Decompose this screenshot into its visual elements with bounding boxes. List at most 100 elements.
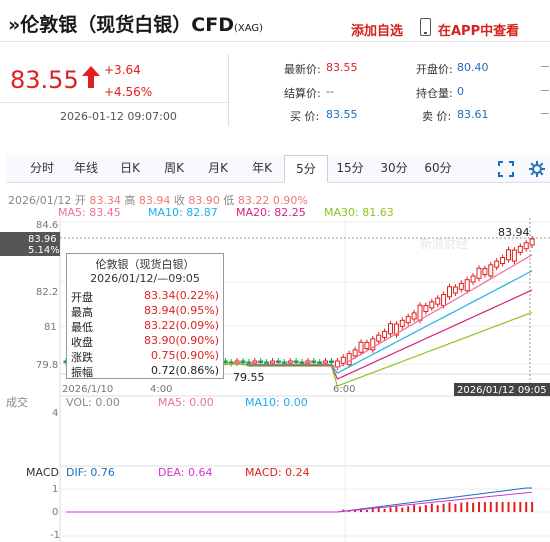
tooltip-row-open: 开盘 83.34(0.22%)	[69, 289, 223, 304]
candle-body	[281, 361, 287, 364]
kline-chart[interactable]: 84.6 82.2 81 79.8 83.96 5.14% 新浪财经 83.94…	[0, 218, 550, 542]
tab-intraday[interactable]: 分时	[29, 161, 54, 175]
ohlc-high: 83.94	[138, 194, 171, 207]
settings-icon[interactable]	[528, 160, 546, 178]
tab-60min[interactable]: 60分	[424, 161, 452, 175]
tab-5min[interactable]: 5分	[284, 155, 328, 183]
candle-body	[435, 297, 441, 305]
candle-body	[323, 360, 329, 364]
candle-body	[511, 249, 517, 262]
candle-body	[399, 319, 405, 327]
tooltip-time: 2026/01/12/—09:05	[90, 272, 200, 285]
divider	[541, 90, 549, 91]
quote-time: 2026-01-12 09:07:00	[60, 110, 177, 123]
tooltip-value: 0.72(0.86%)	[150, 364, 219, 377]
candle-body	[364, 342, 370, 350]
ohlc-close-label: 收	[173, 194, 185, 207]
tab-year-line[interactable]: 年线	[73, 161, 98, 175]
ohlc-date: 2026/01/12	[8, 194, 72, 207]
divider	[541, 66, 549, 67]
candle-body	[470, 275, 476, 283]
add-favorite-button[interactable]: 添加自选	[351, 24, 404, 39]
tab-15min[interactable]: 15分	[336, 161, 364, 175]
open-interest-value: 0	[457, 85, 464, 98]
candle-body	[334, 360, 340, 368]
x-tick-label: 6:00	[333, 384, 355, 395]
crosshair-percent: 5.14%	[28, 245, 60, 256]
candle-body	[393, 323, 399, 336]
candle-body	[234, 360, 240, 364]
crosshair-time: 2026/01/12 09:05	[457, 385, 547, 396]
open-in-app-link[interactable]: 在APP中查看	[438, 24, 520, 39]
candle-body	[246, 361, 252, 364]
tooltip-label: 最低	[71, 321, 93, 334]
tooltip-value: 83.22(0.09%)	[143, 319, 219, 332]
macd-tick: 1	[52, 484, 58, 495]
open-price-label: 开盘价:	[416, 63, 453, 76]
crosshair-time-box	[454, 383, 550, 396]
candle-body	[252, 360, 258, 364]
settle-price-label: 结算价:	[284, 87, 321, 100]
x-tick-label: 2026/1/10	[62, 384, 113, 395]
candle-body	[529, 238, 535, 246]
candle-body	[411, 312, 417, 320]
candle-body	[476, 267, 482, 279]
ohlc-low-label: 低	[223, 194, 235, 207]
tooltip-row-change: 涨跌 0.75(0.90%)	[69, 349, 223, 364]
candle-body	[382, 330, 388, 338]
latest-price-label: 最新价:	[284, 63, 321, 76]
fullscreen-icon[interactable]	[498, 161, 514, 177]
candle-body	[275, 360, 281, 363]
candle-body	[388, 323, 393, 335]
tooltip-row-close: 收盘 83.90(0.90%)	[69, 334, 223, 349]
candle-body	[346, 353, 352, 366]
tab-30min[interactable]: 30分	[380, 161, 408, 175]
period-tab-bar: 分时 年线 日K 周K 月K 年K 5分 15分 30分 60分	[6, 155, 550, 183]
candle-body	[482, 268, 488, 276]
candle-body	[500, 256, 506, 264]
y-tick-label: 84.6	[36, 220, 58, 231]
high-marker-label: 83.94	[498, 226, 530, 239]
ohlc-pct: 0.90%	[272, 194, 308, 207]
ma20-value: MA20: 82.25	[236, 206, 306, 219]
macd-dea: DEA: 0.64	[158, 466, 212, 479]
x-tick-label: 4:00	[150, 384, 172, 395]
candle-body	[452, 286, 458, 294]
tooltip-value: 83.34(0.22%)	[143, 289, 219, 302]
sell-price-value: 83.61	[457, 108, 489, 121]
candle-body	[441, 293, 447, 306]
tab-monthly-k[interactable]: 月K	[208, 161, 228, 175]
sell-price-label: 卖 价:	[422, 110, 452, 123]
ma30-value: MA30: 81.63	[324, 206, 394, 219]
vol-tick: 4	[52, 408, 58, 419]
ohlc-low: 83.22	[237, 194, 270, 207]
candle-body	[287, 360, 293, 364]
candle-body	[517, 245, 523, 253]
up-arrow-icon	[82, 66, 100, 88]
settle-price-value: --	[326, 85, 334, 98]
candle-body	[370, 338, 376, 351]
macd-tick: 0	[52, 507, 58, 518]
candle-body	[488, 264, 494, 277]
candle-body	[299, 361, 305, 364]
candle-body	[340, 356, 346, 364]
watermark: 新浪财经	[420, 236, 468, 251]
candle-body	[417, 304, 423, 321]
vol-ma5: MA5: 0.00	[158, 396, 214, 409]
macd-dif: DIF: 0.76	[66, 466, 115, 479]
ohlc-info-bar: 2026/01/12 开 83.34 高 83.94 收 83.90 低 83.…	[8, 192, 308, 208]
price-change: +3.64	[104, 63, 141, 77]
ohlc-open: 83.34	[89, 194, 121, 207]
tooltip-label: 开盘	[71, 291, 93, 304]
macd-tick: -1	[50, 530, 60, 541]
ma5-value: MA5: 83.45	[58, 206, 121, 219]
open-interest-label: 持仓量:	[416, 87, 453, 100]
tooltip-label: 最高	[71, 306, 93, 319]
tab-weekly-k[interactable]: 周K	[164, 161, 184, 175]
tab-daily-k[interactable]: 日K	[120, 161, 140, 175]
candle-body	[405, 316, 411, 324]
tab-yearly-k[interactable]: 年K	[252, 161, 272, 175]
macd-value: MACD: 0.24	[245, 466, 310, 479]
phone-icon	[420, 18, 431, 36]
divider	[0, 102, 228, 103]
